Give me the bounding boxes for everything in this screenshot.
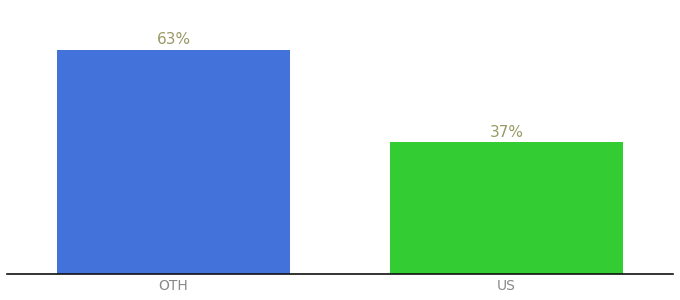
Bar [390, 142, 623, 274]
Text: 37%: 37% [490, 124, 524, 140]
Text: 63%: 63% [156, 32, 190, 47]
Bar [57, 50, 290, 274]
